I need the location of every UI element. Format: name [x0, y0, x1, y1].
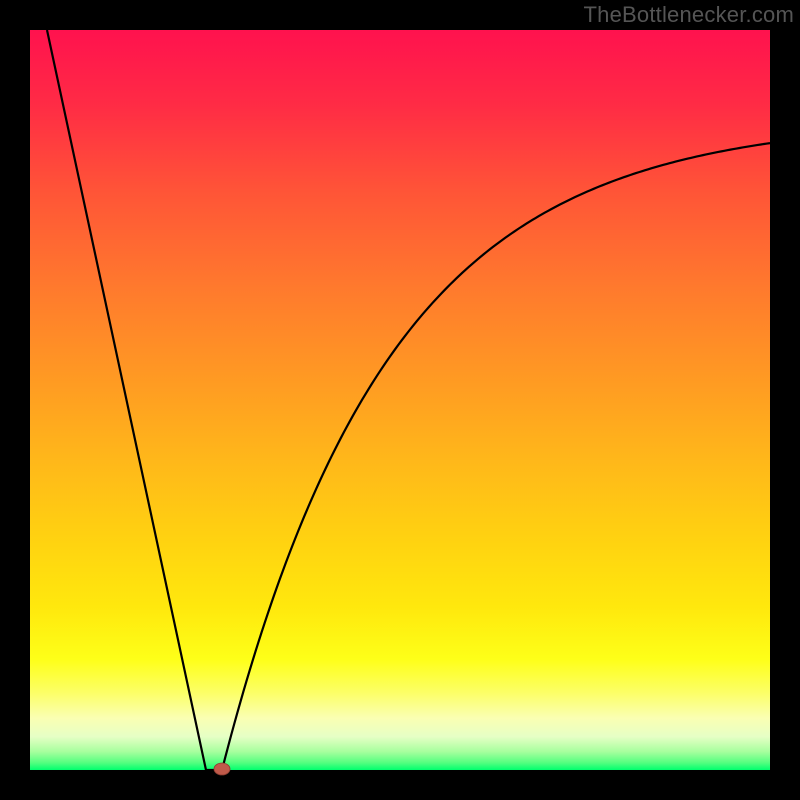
minimum-marker-icon — [214, 763, 230, 775]
bottleneck-curve-chart — [0, 0, 800, 800]
watermark-label: TheBottlenecker.com — [584, 2, 794, 28]
chart-container: TheBottlenecker.com — [0, 0, 800, 800]
chart-gradient-background — [30, 30, 770, 770]
